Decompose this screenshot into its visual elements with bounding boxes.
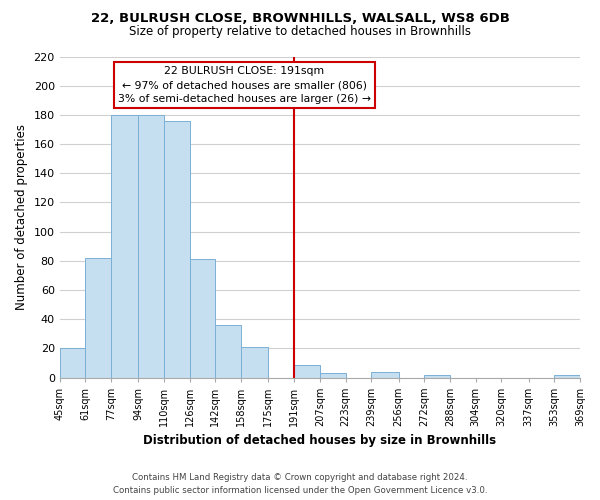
Bar: [371, 372, 398, 378]
Bar: [554, 374, 580, 378]
Bar: [190, 260, 215, 378]
X-axis label: Distribution of detached houses by size in Brownhills: Distribution of detached houses by size …: [143, 434, 496, 448]
Text: Contains HM Land Registry data © Crown copyright and database right 2024.
Contai: Contains HM Land Registry data © Crown c…: [113, 474, 487, 495]
Bar: [111, 115, 139, 378]
Text: Size of property relative to detached houses in Brownhills: Size of property relative to detached ho…: [129, 25, 471, 38]
Bar: [59, 348, 85, 378]
Bar: [164, 120, 190, 378]
Y-axis label: Number of detached properties: Number of detached properties: [15, 124, 28, 310]
Text: 22 BULRUSH CLOSE: 191sqm
← 97% of detached houses are smaller (806)
3% of semi-d: 22 BULRUSH CLOSE: 191sqm ← 97% of detach…: [118, 66, 371, 104]
Bar: [85, 258, 111, 378]
Bar: [320, 374, 346, 378]
Bar: [424, 374, 450, 378]
Bar: [215, 325, 241, 378]
Bar: [139, 115, 164, 378]
Text: 22, BULRUSH CLOSE, BROWNHILLS, WALSALL, WS8 6DB: 22, BULRUSH CLOSE, BROWNHILLS, WALSALL, …: [91, 12, 509, 26]
Bar: [294, 364, 320, 378]
Bar: [241, 347, 268, 378]
